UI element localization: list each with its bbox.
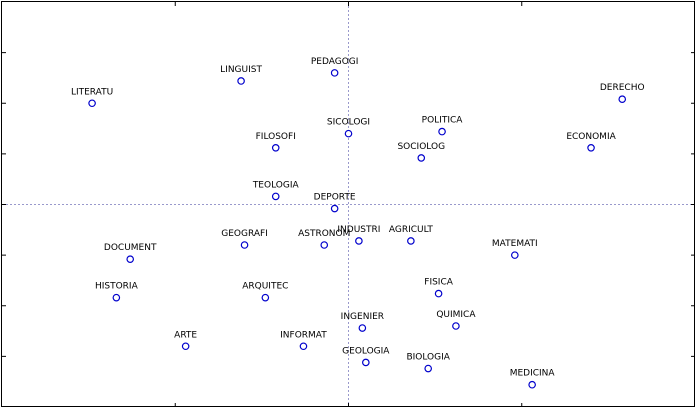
data-point: PEDAGOGI: [311, 57, 359, 77]
point-label: ARQUITEC: [242, 282, 288, 292]
data-point: TEOLOGIA: [252, 180, 300, 201]
data-point: POLITICA: [422, 116, 464, 136]
point-marker: [434, 289, 443, 298]
point-label: FISICA: [424, 278, 453, 288]
data-point: LITERATU: [71, 87, 113, 108]
point-label: DOCUMENT: [104, 243, 157, 253]
point-marker: [424, 364, 432, 373]
point-label: FILOSOFI: [256, 132, 296, 142]
point-label: ECONOMIA: [566, 132, 616, 142]
point-label: DEPORTE: [314, 193, 356, 203]
point-label: ARTE: [174, 330, 197, 340]
point-label: MATEMATI: [492, 239, 538, 249]
point-marker: [452, 322, 460, 330]
point-marker: [181, 342, 190, 351]
point-marker: [407, 237, 415, 245]
data-point: SOCIOLOG: [397, 142, 445, 162]
point-label: LINGUIST: [220, 65, 262, 75]
data-point: BIOLOGIA: [406, 353, 451, 373]
point-marker: [618, 95, 627, 104]
point-label: TEOLOGIA: [252, 180, 300, 190]
point-marker: [271, 144, 280, 152]
data-point: LINGUIST: [220, 65, 263, 85]
point-marker: [417, 154, 426, 162]
data-point: DOCUMENT: [104, 243, 157, 263]
point-marker: [126, 255, 135, 263]
data-point: DEPORTE: [314, 193, 356, 213]
point-label: GEOLOGIA: [342, 346, 390, 356]
point-label: HISTORIA: [95, 282, 139, 292]
point-label: PEDAGOGI: [311, 57, 359, 67]
point-label: DERECHO: [600, 83, 645, 93]
data-points: LITERATU LINGUIST PEDAGOGI DERECHO SICOLOGI P…: [71, 57, 645, 389]
data-point: MATEMATI: [492, 239, 538, 259]
data-point: GEOLOGIA: [342, 346, 390, 367]
point-marker: [362, 358, 370, 367]
data-point: QUIMICA: [436, 310, 476, 330]
point-label: LITERATU: [71, 87, 113, 97]
data-point: ASTRONOM: [298, 229, 350, 249]
point-marker: [88, 99, 96, 108]
point-marker: [112, 293, 121, 302]
point-label: POLITICA: [422, 116, 464, 126]
point-marker: [261, 293, 270, 302]
point-label: ASTRONOM: [298, 229, 350, 239]
point-label: INDUSTRI: [337, 225, 380, 235]
point-marker: [299, 342, 308, 351]
data-point: DERECHO: [600, 83, 645, 104]
data-point: FISICA: [424, 278, 454, 298]
data-point: HISTORIA: [95, 282, 139, 302]
point-marker: [330, 204, 339, 213]
point-marker: [358, 324, 367, 332]
point-marker: [271, 192, 280, 201]
data-point: MEDICINA: [510, 369, 556, 389]
point-marker: [240, 241, 249, 249]
point-label: INFORMAT: [280, 330, 327, 340]
data-point: ARTE: [174, 330, 197, 351]
point-marker: [587, 144, 595, 152]
point-marker: [237, 77, 245, 85]
point-marker: [438, 127, 446, 136]
point-marker: [355, 237, 363, 245]
point-label: AGRICULT: [389, 225, 434, 235]
point-label: INGENIER: [341, 312, 384, 322]
point-label: QUIMICA: [436, 310, 476, 320]
point-label: SOCIOLOG: [397, 142, 445, 152]
data-point: INGENIER: [341, 312, 384, 332]
point-marker: [330, 69, 339, 77]
data-point: SICOLOGI: [327, 118, 370, 138]
point-label: MEDICINA: [510, 369, 556, 379]
point-label: BIOLOGIA: [406, 353, 450, 363]
data-point: INDUSTRI: [337, 225, 380, 245]
point-marker: [344, 129, 353, 138]
point-marker: [511, 251, 519, 259]
data-point: INFORMAT: [280, 330, 327, 351]
data-point: AGRICULT: [389, 225, 434, 245]
data-point: GEOGRAFI: [221, 229, 268, 249]
data-point: ECONOMIA: [566, 132, 617, 152]
data-point: FILOSOFI: [256, 132, 296, 152]
data-point: ARQUITEC: [242, 282, 288, 302]
point-marker: [528, 380, 536, 389]
point-marker: [320, 241, 329, 249]
point-label: GEOGRAFI: [221, 229, 268, 239]
point-label: SICOLOGI: [327, 118, 370, 128]
